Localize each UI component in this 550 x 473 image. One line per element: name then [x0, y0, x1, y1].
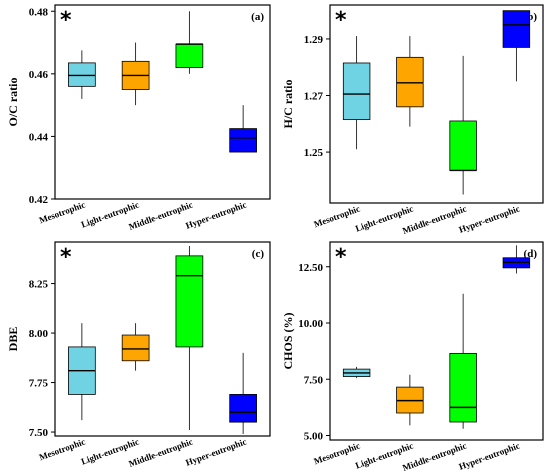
- box-hyper-eutrophic: [229, 128, 257, 153]
- y-tick-label: 5.00: [304, 431, 324, 443]
- significance-marker: *: [335, 8, 347, 33]
- panel-label: (a): [251, 11, 264, 23]
- panel-1: 0.420.440.460.48O/C ratio* (a)Mesotrophic…: [6, 4, 271, 232]
- panel-label: (c): [252, 248, 265, 260]
- y-tick-label: 0.44: [29, 131, 49, 143]
- box-middle-eutrophic: [449, 120, 477, 171]
- y-axis-label: H/C ratio: [281, 80, 295, 129]
- y-axis-label: CHOS (%): [281, 312, 295, 369]
- box-middle-eutrophic: [175, 255, 204, 348]
- y-tick-label: 7.50: [304, 374, 324, 386]
- significance-marker: *: [335, 245, 347, 270]
- x-tick-label: Hyper-eutrophic: [184, 199, 248, 230]
- x-tick-label: Hyper-eutrophic: [184, 436, 248, 467]
- y-tick-label: 10.00: [298, 318, 323, 330]
- plot-frame: [54, 4, 271, 200]
- significance-marker: *: [60, 8, 72, 33]
- box-light-eutrophic: [396, 56, 424, 108]
- plot-frame: [329, 4, 544, 204]
- y-tick-label: 12.50: [298, 262, 323, 274]
- box-mesotrophic: [342, 62, 371, 120]
- plot-frame: [329, 241, 544, 441]
- box-mesotrophic: [68, 62, 96, 87]
- panel-label: (d): [524, 248, 538, 260]
- y-axis-label: DBE: [6, 327, 20, 352]
- box-light-eutrophic: [121, 334, 150, 362]
- plot-frame: [54, 241, 271, 437]
- y-tick-label: 1.25: [304, 147, 324, 159]
- y-tick-label: 8.25: [29, 279, 49, 291]
- y-tick-label: 7.75: [29, 378, 49, 390]
- y-tick-label: 0.48: [29, 6, 49, 18]
- panel-2: 1.251.271.29H/C ratio* (b)MesotrophicLigh…: [281, 4, 544, 236]
- x-tick-label: Hyper-eutrophic: [457, 203, 521, 234]
- box-hyper-eutrophic: [229, 394, 257, 423]
- y-tick-label: 1.27: [304, 91, 324, 103]
- x-tick-label: Hyper-eutrophic: [457, 440, 521, 471]
- y-tick-label: 1.29: [304, 34, 324, 46]
- box-middle-eutrophic: [175, 43, 204, 68]
- box-middle-eutrophic: [449, 352, 477, 423]
- significance-marker: *: [60, 245, 72, 270]
- y-tick-label: 0.42: [29, 194, 49, 206]
- box-hyper-eutrophic: [502, 10, 531, 48]
- y-tick-label: 8.00: [29, 328, 49, 340]
- y-tick-label: 7.50: [29, 427, 49, 439]
- y-axis-label: O/C ratio: [6, 78, 20, 127]
- y-tick-label: 0.46: [29, 69, 49, 81]
